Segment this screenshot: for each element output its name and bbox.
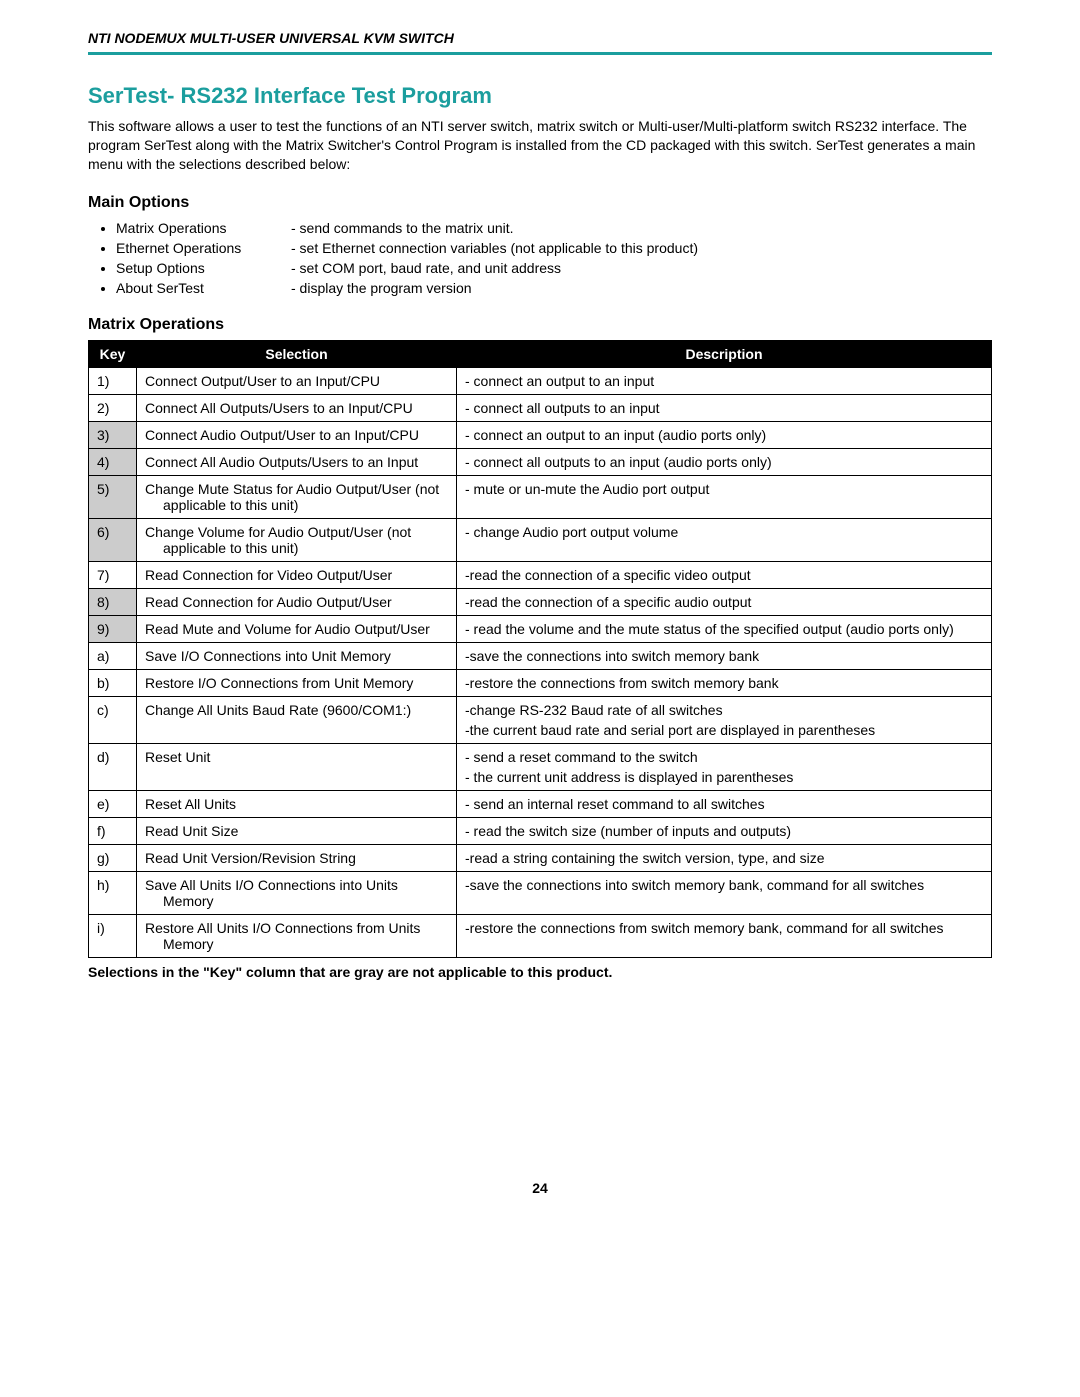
col-header-description: Description [457, 340, 992, 367]
cell-description: - connect an output to an input [457, 367, 992, 394]
table-row: g)Read Unit Version/Revision String-read… [89, 844, 992, 871]
cell-key: d) [89, 743, 137, 790]
table-row: 4)Connect All Audio Outputs/Users to an … [89, 448, 992, 475]
table-row: 8)Read Connection for Audio Output/User-… [89, 588, 992, 615]
cell-selection: Connect All Outputs/Users to an Input/CP… [137, 394, 457, 421]
cell-key: 7) [89, 561, 137, 588]
cell-description: -restore the connections from switch mem… [457, 914, 992, 957]
table-header-row: Key Selection Description [89, 340, 992, 367]
cell-description: - connect all outputs to an input (audio… [457, 448, 992, 475]
table-row: 7)Read Connection for Video Output/User-… [89, 561, 992, 588]
main-option-label: About SerTest [116, 280, 291, 296]
cell-description: - read the switch size (number of inputs… [457, 817, 992, 844]
cell-description: - send a reset command to the switch- th… [457, 743, 992, 790]
page-container: NTI NODEMUX MULTI-USER UNIVERSAL KVM SWI… [0, 0, 1080, 1246]
cell-selection: Read Mute and Volume for Audio Output/Us… [137, 615, 457, 642]
table-row: d)Reset Unit- send a reset command to th… [89, 743, 992, 790]
cell-selection: Read Connection for Audio Output/User [137, 588, 457, 615]
main-option-label: Matrix Operations [116, 220, 291, 236]
main-options-list: Matrix Operations- send commands to the … [88, 218, 992, 298]
main-option-item: Matrix Operations- send commands to the … [116, 218, 992, 238]
table-row: f)Read Unit Size- read the switch size (… [89, 817, 992, 844]
cell-key: h) [89, 871, 137, 914]
cell-description: -read the connection of a specific audio… [457, 588, 992, 615]
main-option-item: About SerTest- display the program versi… [116, 278, 992, 298]
table-row: 3)Connect Audio Output/User to an Input/… [89, 421, 992, 448]
cell-selection: Connect Output/User to an Input/CPU [137, 367, 457, 394]
table-row: 6)Change Volume for Audio Output/User (n… [89, 518, 992, 561]
table-row: 5)Change Mute Status for Audio Output/Us… [89, 475, 992, 518]
table-row: e)Reset All Units- send an internal rese… [89, 790, 992, 817]
cell-description: - connect all outputs to an input [457, 394, 992, 421]
main-option-desc: - set COM port, baud rate, and unit addr… [291, 260, 992, 276]
doc-header-title: NTI NODEMUX MULTI-USER UNIVERSAL KVM SWI… [88, 30, 992, 46]
cell-description: - mute or un-mute the Audio port output [457, 475, 992, 518]
cell-selection: Save I/O Connections into Unit Memory [137, 642, 457, 669]
main-option-desc: - set Ethernet connection variables (not… [291, 240, 992, 256]
main-option-item: Setup Options- set COM port, baud rate, … [116, 258, 992, 278]
cell-description: -restore the connections from switch mem… [457, 669, 992, 696]
cell-description: -save the connections into switch memory… [457, 871, 992, 914]
table-row: b)Restore I/O Connections from Unit Memo… [89, 669, 992, 696]
table-row: 1)Connect Output/User to an Input/CPU- c… [89, 367, 992, 394]
cell-key: c) [89, 696, 137, 743]
cell-description: -save the connections into switch memory… [457, 642, 992, 669]
cell-selection: Restore I/O Connections from Unit Memory [137, 669, 457, 696]
section-intro: This software allows a user to test the … [88, 117, 992, 174]
cell-key: 1) [89, 367, 137, 394]
cell-selection: Read Unit Version/Revision String [137, 844, 457, 871]
main-option-label: Ethernet Operations [116, 240, 291, 256]
table-row: c)Change All Units Baud Rate (9600/COM1:… [89, 696, 992, 743]
cell-description: - change Audio port output volume [457, 518, 992, 561]
cell-key: 9) [89, 615, 137, 642]
main-option-desc: - display the program version [291, 280, 992, 296]
cell-key: a) [89, 642, 137, 669]
cell-selection: Connect All Audio Outputs/Users to an In… [137, 448, 457, 475]
cell-description: -read a string containing the switch ver… [457, 844, 992, 871]
table-row: 2)Connect All Outputs/Users to an Input/… [89, 394, 992, 421]
matrix-ops-heading: Matrix Operations [88, 316, 992, 334]
cell-key: 5) [89, 475, 137, 518]
cell-selection: Change Volume for Audio Output/User (not… [137, 518, 457, 561]
main-option-item: Ethernet Operations- set Ethernet connec… [116, 238, 992, 258]
cell-description: - send an internal reset command to all … [457, 790, 992, 817]
cell-selection: Change Mute Status for Audio Output/User… [137, 475, 457, 518]
table-row: h)Save All Units I/O Connections into Un… [89, 871, 992, 914]
cell-selection: Read Connection for Video Output/User [137, 561, 457, 588]
cell-selection: Save All Units I/O Connections into Unit… [137, 871, 457, 914]
matrix-ops-table: Key Selection Description 1)Connect Outp… [88, 340, 992, 958]
cell-key: g) [89, 844, 137, 871]
cell-description: - connect an output to an input (audio p… [457, 421, 992, 448]
main-option-desc: - send commands to the matrix unit. [291, 220, 992, 236]
table-note: Selections in the "Key" column that are … [88, 964, 992, 980]
cell-description: -read the connection of a specific video… [457, 561, 992, 588]
col-header-selection: Selection [137, 340, 457, 367]
cell-description: -change RS-232 Baud rate of all switches… [457, 696, 992, 743]
cell-key: f) [89, 817, 137, 844]
cell-selection: Change All Units Baud Rate (9600/COM1:) [137, 696, 457, 743]
cell-key: 2) [89, 394, 137, 421]
section-title: SerTest- RS232 Interface Test Program [88, 83, 992, 109]
cell-key: 3) [89, 421, 137, 448]
main-option-label: Setup Options [116, 260, 291, 276]
cell-key: i) [89, 914, 137, 957]
cell-key: 6) [89, 518, 137, 561]
cell-selection: Restore All Units I/O Connections from U… [137, 914, 457, 957]
table-row: i)Restore All Units I/O Connections from… [89, 914, 992, 957]
cell-selection: Reset All Units [137, 790, 457, 817]
cell-key: 8) [89, 588, 137, 615]
page-number: 24 [88, 1180, 992, 1216]
cell-selection: Reset Unit [137, 743, 457, 790]
table-row: a)Save I/O Connections into Unit Memory-… [89, 642, 992, 669]
header-rule [88, 52, 992, 55]
cell-description: - read the volume and the mute status of… [457, 615, 992, 642]
col-header-key: Key [89, 340, 137, 367]
cell-selection: Connect Audio Output/User to an Input/CP… [137, 421, 457, 448]
cell-selection: Read Unit Size [137, 817, 457, 844]
cell-key: b) [89, 669, 137, 696]
cell-key: e) [89, 790, 137, 817]
table-row: 9)Read Mute and Volume for Audio Output/… [89, 615, 992, 642]
cell-key: 4) [89, 448, 137, 475]
main-options-heading: Main Options [88, 194, 992, 212]
